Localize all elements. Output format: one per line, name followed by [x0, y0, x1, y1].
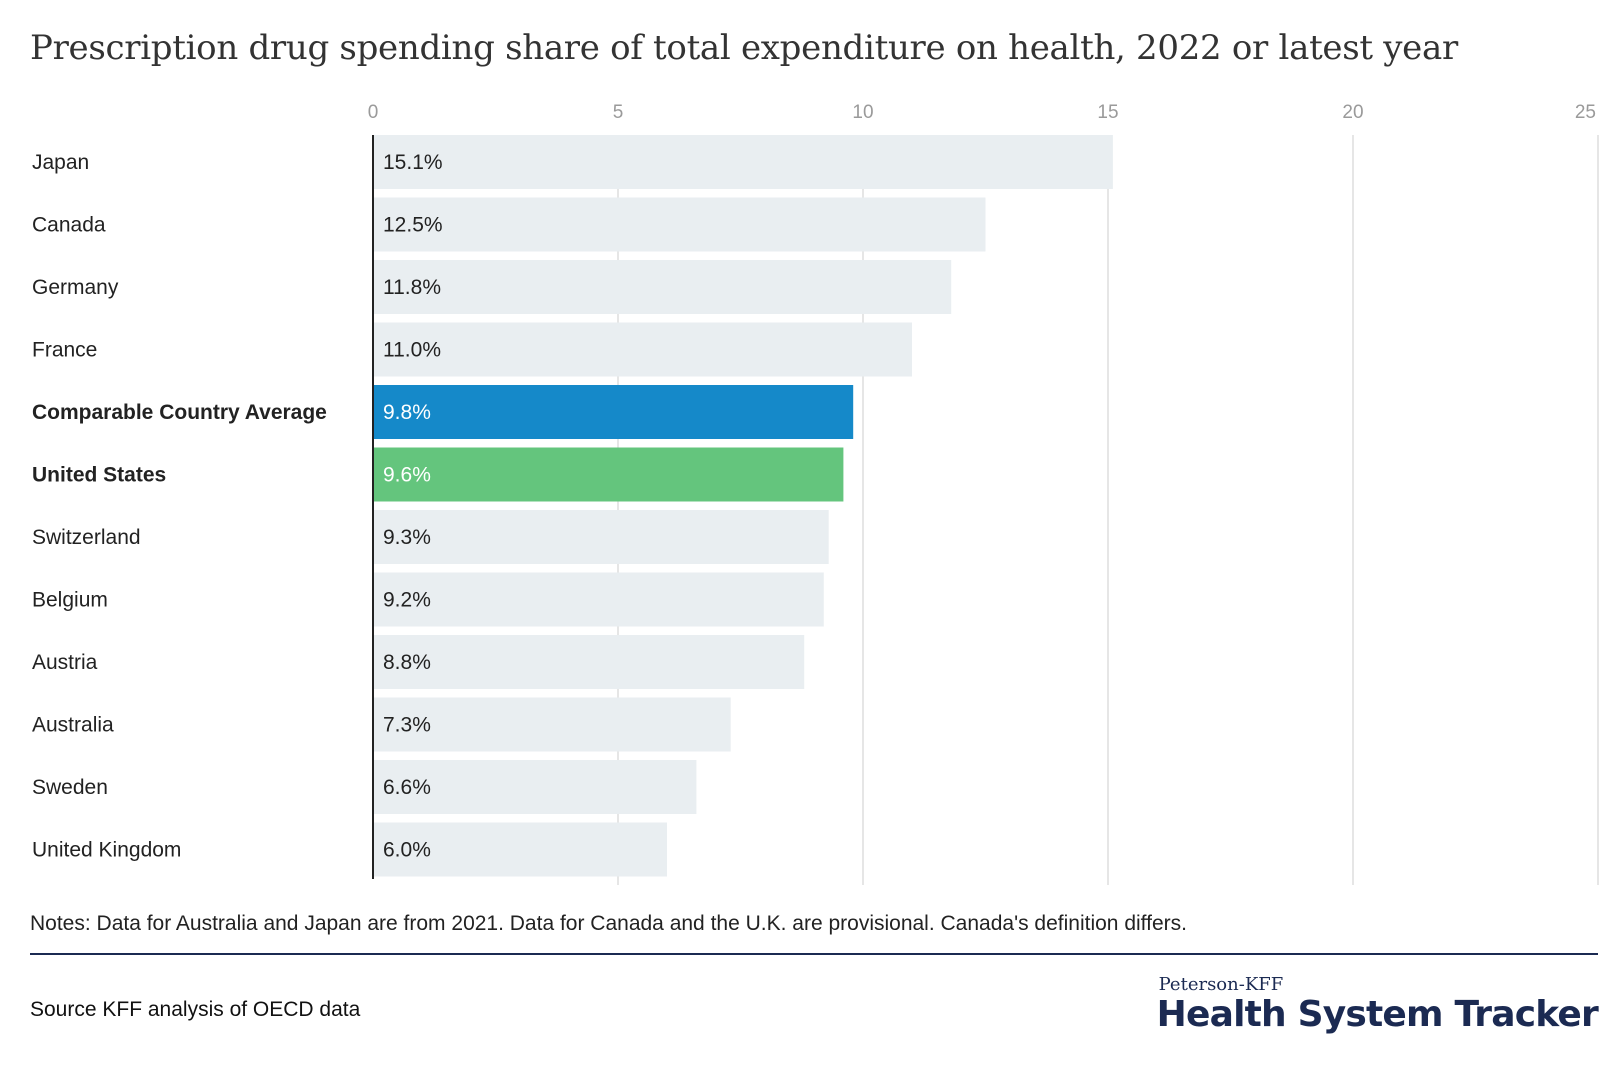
- data-label: 7.3%: [383, 714, 431, 737]
- bar: [373, 385, 854, 439]
- category-label: Germany: [32, 276, 119, 299]
- bar: [373, 822, 667, 877]
- x-tick-label: 10: [852, 102, 873, 123]
- bar: [373, 510, 829, 564]
- bar: [373, 635, 805, 689]
- data-label: 9.8%: [383, 401, 431, 424]
- brand-main-text: Health System Tracker: [1156, 994, 1599, 1035]
- bar: [373, 447, 844, 502]
- bar: [373, 135, 1113, 189]
- brand-top-text: Peterson-KFF: [1158, 974, 1284, 995]
- bar: [373, 260, 952, 314]
- category-label: United States: [32, 464, 166, 487]
- data-label: 9.6%: [383, 464, 431, 487]
- x-tick-label: 0: [368, 102, 379, 123]
- x-tick-label: 20: [1342, 102, 1363, 123]
- data-label: 8.8%: [383, 651, 431, 674]
- x-tick-label: 25: [1575, 102, 1596, 123]
- bar: [373, 197, 986, 252]
- category-label: Sweden: [32, 776, 108, 799]
- x-tick-label: 15: [1097, 102, 1118, 123]
- category-label: Japan: [32, 151, 89, 174]
- data-label: 9.2%: [383, 589, 431, 612]
- data-label: 15.1%: [383, 151, 443, 174]
- bar: [373, 697, 731, 752]
- data-label: 9.3%: [383, 526, 431, 549]
- chart-title: Prescription drug spending share of tota…: [30, 28, 1458, 68]
- brand-logo: Peterson-KFF Health System Tracker: [1156, 974, 1599, 1035]
- data-label: 11.0%: [383, 339, 441, 362]
- bar: [373, 572, 824, 627]
- data-label: 11.8%: [383, 276, 441, 299]
- category-label: Comparable Country Average: [32, 401, 327, 424]
- chart-notes: Notes: Data for Australia and Japan are …: [30, 912, 1187, 935]
- bar-chart: Japan 15.1% Canada 12.5% Germany 11.8% France 1…: [32, 102, 1599, 885]
- x-tick-label: 5: [613, 102, 624, 123]
- category-label: Austria: [32, 651, 98, 674]
- chart-source: Source KFF analysis of OECD data: [30, 998, 361, 1021]
- category-label: United Kingdom: [32, 839, 181, 862]
- footer-divider: [30, 953, 1598, 955]
- bar: [373, 760, 697, 814]
- bar: [373, 322, 912, 377]
- category-label: France: [32, 339, 97, 362]
- data-label: 12.5%: [383, 214, 443, 237]
- category-label: Canada: [32, 214, 106, 237]
- data-label: 6.6%: [383, 776, 431, 799]
- category-label: Switzerland: [32, 526, 141, 549]
- data-label: 6.0%: [383, 839, 431, 862]
- category-label: Australia: [32, 714, 114, 737]
- category-label: Belgium: [32, 589, 108, 612]
